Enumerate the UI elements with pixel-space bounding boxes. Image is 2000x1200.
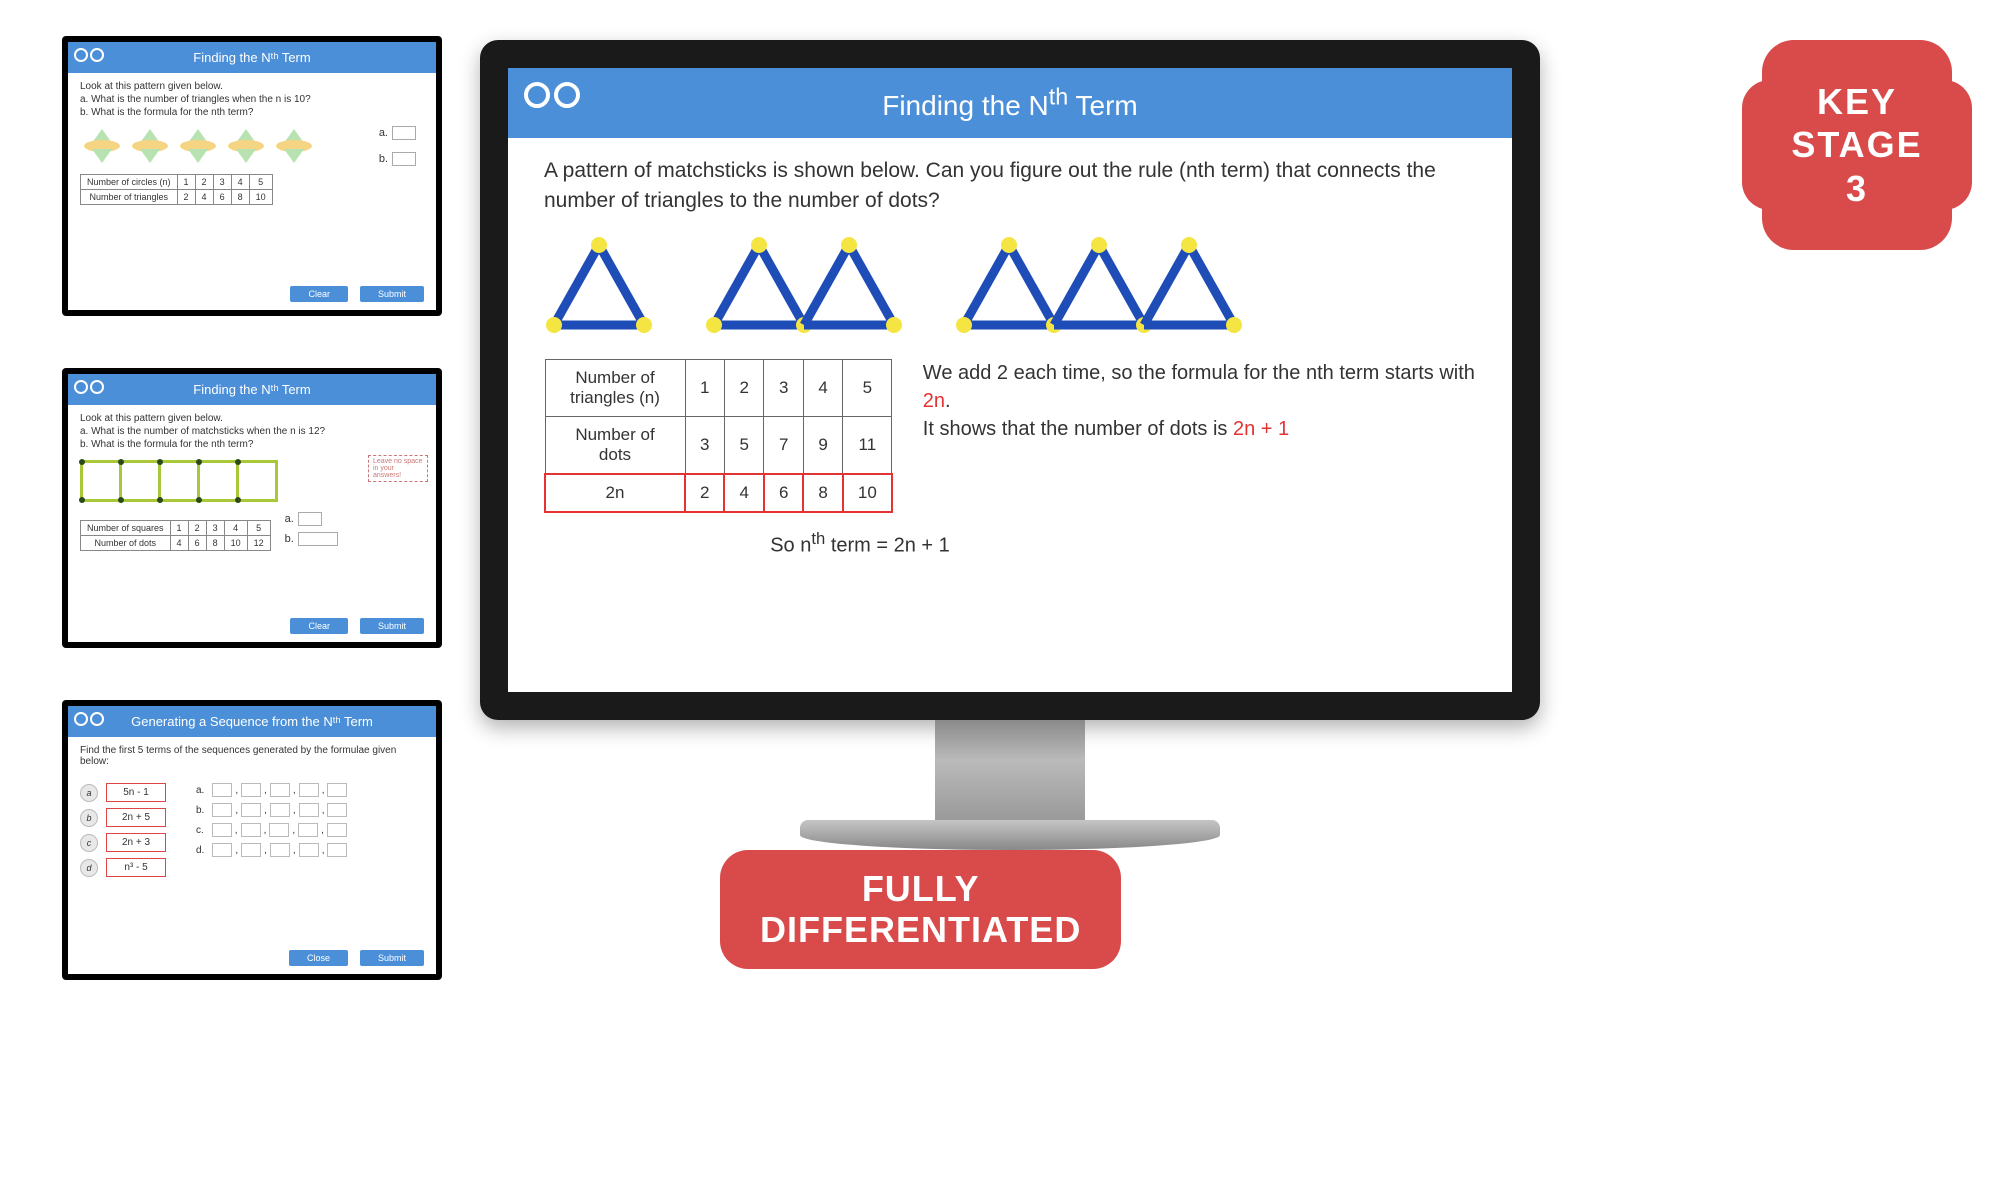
explanation-text: We add 2 each time, so the formula for t… — [923, 359, 1476, 443]
thumbnail-slide-3: Generating a Sequence from the Nᵗʰ Term … — [62, 700, 442, 980]
q-line: Look at this pattern given below. — [80, 81, 424, 92]
clear-button[interactable]: Clear — [290, 286, 348, 302]
answer-row: d.,,,, — [196, 843, 347, 857]
thumb-title: Finding the Nᵗʰ Term — [193, 50, 310, 65]
thumb-header: Finding the Nᵗʰ Term — [68, 42, 436, 73]
triangle-pattern — [544, 235, 1476, 335]
q-line: Look at this pattern given below. — [80, 413, 424, 424]
tri-group-3 — [954, 235, 1244, 335]
button-row: Clear Submit — [290, 286, 424, 302]
monitor-display: Finding the Nth Term A pattern of matchs… — [480, 40, 1540, 850]
clear-button[interactable]: Clear — [290, 618, 348, 634]
q-line: b. What is the formula for the nth term? — [80, 107, 424, 118]
thumb-header: Finding the Nᵗʰ Term — [68, 374, 436, 405]
formula-row: b2n + 5 — [80, 808, 166, 827]
key-stage-badge: KEYSTAGE3 — [1762, 40, 1952, 250]
submit-button[interactable]: Submit — [360, 618, 424, 634]
thumbnail-slide-2: Finding the Nᵗʰ Term Look at this patter… — [62, 368, 442, 648]
q-line: Find the first 5 terms of the sequences … — [80, 745, 424, 767]
answer-input[interactable] — [298, 512, 322, 526]
formula-row: a5n - 1 — [80, 783, 166, 802]
thumb-body: Find the first 5 terms of the sequences … — [68, 737, 436, 891]
thumb-title: Finding the Nᵗʰ Term — [193, 382, 310, 397]
answer-input[interactable] — [392, 152, 416, 166]
conclusion-text: So nth term = 2n + 1 — [544, 529, 1176, 558]
logo-icon — [74, 712, 104, 726]
submit-button[interactable]: Submit — [360, 286, 424, 302]
thumb-title: Generating a Sequence from the Nᵗʰ Term — [131, 714, 373, 729]
submit-button[interactable]: Submit — [360, 950, 424, 966]
button-row: Close Submit — [289, 950, 424, 966]
q-line: b. What is the formula for the nth term? — [80, 439, 424, 450]
slide-body: A pattern of matchsticks is shown below.… — [508, 138, 1512, 575]
answer-b: b. — [379, 152, 416, 166]
logo-icon — [524, 82, 580, 108]
slide-title: Finding the Nth Term — [882, 90, 1138, 121]
answer-b: b. — [285, 532, 338, 546]
tri-group-1 — [544, 235, 654, 335]
tri-group-2 — [704, 235, 904, 335]
question-text: A pattern of matchsticks is shown below.… — [544, 156, 1476, 215]
hint-note: Leave no space in your answers! — [368, 455, 428, 482]
answer-row: a.,,,, — [196, 783, 347, 797]
answer-input[interactable] — [298, 532, 338, 546]
thumbnail-slide-1: Finding the Nᵗʰ Term Look at this patter… — [62, 36, 442, 316]
answer-input[interactable] — [392, 126, 416, 140]
data-table: Number of circles (n)12345 Number of tri… — [80, 174, 273, 205]
answer-row: b.,,,, — [196, 803, 347, 817]
main-slide: Finding the Nth Term A pattern of matchs… — [480, 40, 1540, 720]
thumb-body: Look at this pattern given below. a. Wha… — [68, 405, 436, 559]
logo-icon — [74, 48, 104, 62]
thumb-body: Look at this pattern given below. a. Wha… — [68, 73, 436, 213]
data-table: Number of squares12345 Number of dots468… — [80, 520, 271, 551]
q-line: a. What is the number of triangles when … — [80, 94, 424, 105]
main-table: Number of triangles (n)12345 Number of d… — [544, 359, 893, 513]
formula-row: dn³ - 5 — [80, 858, 166, 877]
answer-row: c.,,,, — [196, 823, 347, 837]
q-line: a. What is the number of matchsticks whe… — [80, 426, 424, 437]
logo-icon — [74, 380, 104, 394]
formula-row: c2n + 3 — [80, 833, 166, 852]
fully-differentiated-badge: FULLYDIFFERENTIATED — [720, 850, 1121, 969]
pattern-diamonds — [80, 126, 424, 166]
button-row: Clear Submit — [290, 618, 424, 634]
answer-a: a. — [285, 512, 338, 526]
thumb-header: Generating a Sequence from the Nᵗʰ Term — [68, 706, 436, 737]
slide-header: Finding the Nth Term — [508, 68, 1512, 138]
close-button[interactable]: Close — [289, 950, 348, 966]
answer-a: a. — [379, 126, 416, 140]
